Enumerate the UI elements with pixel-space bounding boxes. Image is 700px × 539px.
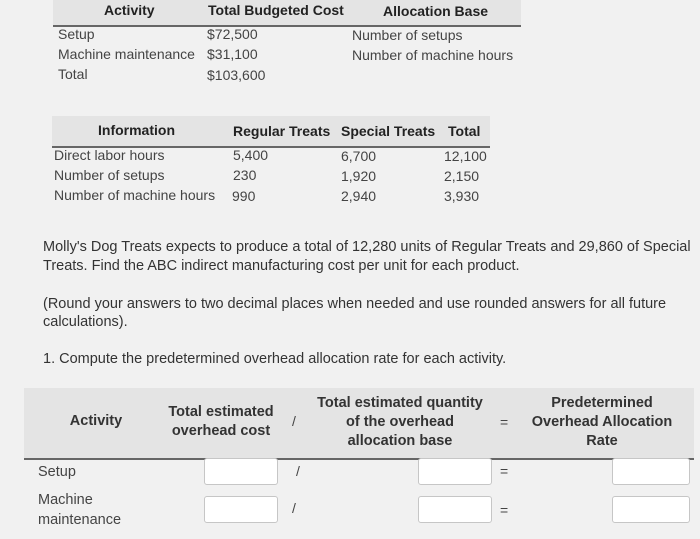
calc-table-header [24, 388, 694, 460]
setup-overhead-cost-input[interactable] [204, 458, 278, 485]
calc-header-rate-2: Overhead Allocation [531, 414, 673, 430]
cost-table-header-base: Allocation Base [383, 3, 489, 19]
equals-operator: = [500, 463, 509, 479]
info-table-cell: 6,700 [341, 148, 377, 164]
divide-operator: / [296, 463, 300, 479]
problem-line-2: Treats. Find the ABC indirect manufactur… [43, 258, 520, 274]
cost-table-cell: Total [58, 66, 88, 82]
cost-table-cell: Number of setups [352, 27, 463, 43]
cost-table-cell: Number of machine hours [352, 47, 514, 63]
info-table-header [52, 116, 490, 148]
question-text: 1. Compute the predetermined overhead al… [43, 351, 507, 367]
machine-rate-input[interactable] [612, 496, 690, 523]
info-table-cell: 2,150 [444, 168, 480, 184]
info-table-cell: 5,400 [233, 147, 269, 163]
divide-operator: / [292, 413, 296, 429]
cost-table-cell: $72,500 [207, 26, 258, 42]
machine-allocation-qty-input[interactable] [418, 496, 492, 523]
info-table-header-information: Information [98, 122, 175, 138]
info-table-header-special: Special Treats [341, 123, 436, 139]
calc-row-label-setup: Setup [38, 464, 76, 480]
info-table-cell: 230 [233, 167, 257, 183]
rounding-line-2: calculations). [43, 314, 128, 330]
machine-overhead-cost-input[interactable] [204, 496, 278, 523]
info-table-cell: Direct labor hours [54, 147, 165, 163]
cost-table-cell: Machine maintenance [58, 46, 195, 62]
info-table-cell: 3,930 [444, 188, 480, 204]
equals-operator: = [500, 414, 509, 430]
calc-header-rate-1: Predetermined [551, 395, 653, 411]
calc-header-qty-2: of the overhead [346, 414, 454, 430]
cost-table-cell: Setup [58, 26, 95, 42]
calc-header-activity: Activity [69, 413, 123, 429]
cost-table-cell: $31,100 [207, 46, 258, 62]
info-table-header-regular: Regular Treats [233, 123, 331, 139]
info-table-cell: 2,940 [341, 188, 377, 204]
calc-header-rate-3: Rate [586, 433, 618, 449]
setup-rate-input[interactable] [612, 458, 690, 485]
calc-header-qty-3: allocation base [347, 433, 453, 449]
info-table-cell: 990 [232, 188, 256, 204]
info-table-cell: 12,100 [444, 148, 487, 164]
cost-table-header [53, 0, 521, 27]
info-table-cell: Number of setups [54, 167, 165, 183]
setup-allocation-qty-input[interactable] [418, 458, 492, 485]
info-table-cell: 1,920 [341, 168, 377, 184]
cost-table-header-activity: Activity [104, 2, 155, 18]
info-table-cell: Number of machine hours [54, 187, 216, 203]
equals-operator: = [500, 502, 509, 518]
calc-row-label-machine: Machine [38, 492, 93, 508]
divide-operator: / [292, 500, 296, 516]
cost-table-cell: $103,600 [207, 67, 266, 83]
calc-header-qty-1: Total estimated quantity [317, 395, 483, 411]
problem-line-1: Molly's Dog Treats expects to produce a … [43, 239, 691, 255]
cost-table-header-cost: Total Budgeted Cost [208, 2, 344, 18]
info-table-header-total: Total [448, 123, 481, 139]
calc-header-cost-2: overhead cost [171, 423, 271, 439]
calc-header-cost-1: Total estimated [168, 404, 274, 420]
calc-row-label-maintenance: maintenance [38, 512, 122, 528]
rounding-line-1: (Round your answers to two decimal place… [43, 296, 667, 312]
